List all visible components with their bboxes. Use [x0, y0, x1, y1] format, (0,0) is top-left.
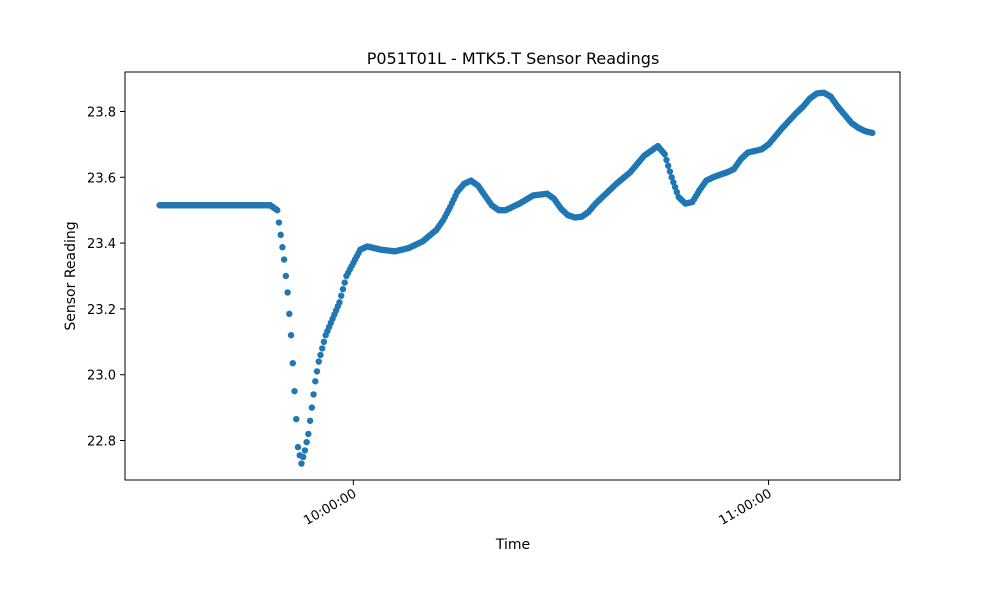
data-point	[671, 183, 679, 191]
data-series	[156, 89, 876, 467]
data-point	[317, 351, 324, 359]
data-point	[319, 345, 326, 352]
data-point	[664, 162, 672, 169]
y-axis-label: Sensor Reading	[63, 221, 79, 330]
data-point	[663, 156, 670, 164]
data-point	[339, 285, 347, 293]
data-point	[277, 231, 284, 239]
data-point	[279, 244, 286, 251]
data-point	[274, 206, 281, 214]
data-point	[294, 443, 302, 451]
y-tick-label: 22.8	[87, 435, 116, 450]
data-point	[286, 310, 293, 318]
data-point	[293, 415, 300, 423]
data-point	[306, 417, 314, 424]
data-point	[282, 272, 290, 280]
data-point	[287, 332, 295, 339]
data-point	[312, 378, 319, 385]
data-point	[284, 289, 291, 296]
data-point	[313, 368, 321, 375]
data-point	[338, 292, 345, 299]
data-point	[305, 430, 312, 438]
data-point	[666, 168, 674, 175]
data-point	[320, 338, 328, 346]
data-point	[301, 447, 309, 454]
chart-title: P051T01L - MTK5.T Sensor Readings	[367, 49, 660, 68]
x-axis-label: Time	[495, 537, 530, 553]
y-tick-label: 23.2	[87, 303, 116, 318]
data-point	[341, 279, 348, 286]
data-point	[308, 404, 316, 411]
data-point	[291, 387, 298, 395]
data-point	[289, 359, 296, 367]
data-point	[275, 219, 283, 226]
data-point	[298, 460, 305, 467]
y-tick-label: 23.6	[87, 171, 116, 186]
data-point	[661, 151, 668, 158]
y-tick-label: 23.4	[87, 237, 116, 252]
data-point	[310, 391, 317, 398]
y-tick-label: 23.8	[87, 105, 116, 120]
data-point	[299, 453, 307, 461]
data-point	[668, 174, 675, 181]
data-point	[673, 188, 681, 196]
data-point	[315, 358, 322, 365]
data-point	[670, 179, 677, 186]
data-point	[336, 299, 343, 306]
data-point	[303, 438, 310, 446]
plot-area	[156, 89, 876, 467]
data-point	[280, 256, 288, 263]
y-tick-label: 23.0	[87, 369, 116, 384]
y-axis: 22.8 23.0 23.2 23.4 23.6 23.8	[87, 105, 125, 450]
data-point	[869, 129, 876, 137]
plot-frame	[124, 71, 901, 481]
